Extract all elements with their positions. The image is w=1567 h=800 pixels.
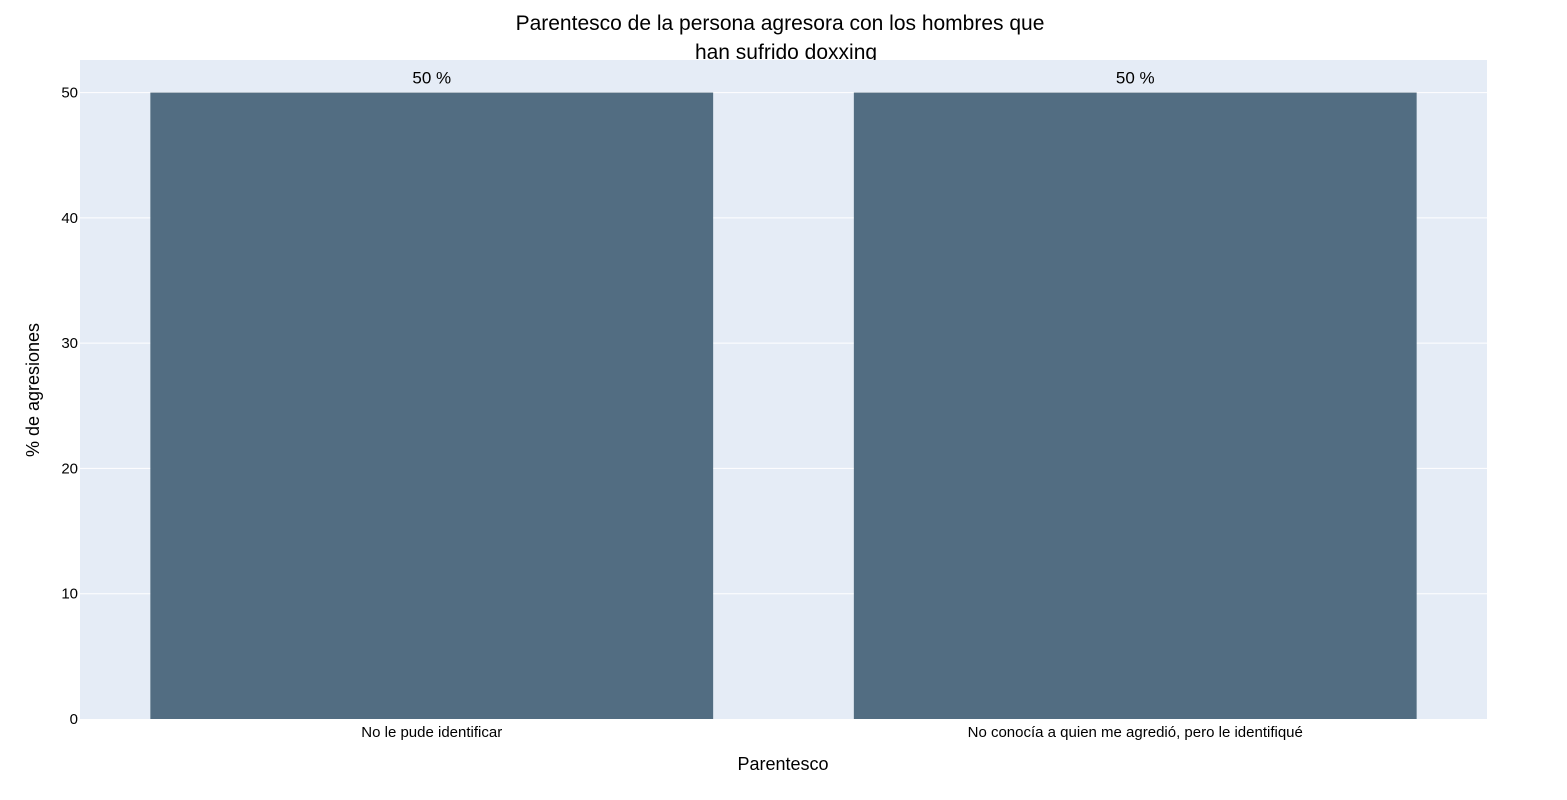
y-tick-label: 0 (70, 711, 78, 728)
bar-data-label: 50 % (412, 69, 451, 88)
chart-title-line-2: han sufrido doxxing (695, 41, 877, 64)
y-tick-label: 10 (61, 586, 78, 603)
bar-data-label: 50 % (1116, 69, 1155, 88)
y-tick-label: 30 (61, 335, 78, 352)
y-tick-label: 50 (61, 85, 78, 102)
bars (150, 92, 1417, 719)
x-axis-ticks: No le pude identificar No conocía a quien… (361, 724, 1303, 741)
x-axis-title: Parentesco (737, 754, 828, 774)
bar (853, 92, 1417, 719)
bar (150, 92, 714, 719)
y-tick-label: 40 (61, 210, 78, 227)
x-tick-label: No conocía a quien me agredió, pero le i… (968, 724, 1303, 741)
y-axis-title: % de agresiones (23, 323, 43, 457)
chart-title-line-1: Parentesco de la persona agresora con lo… (516, 12, 1045, 35)
y-tick-label: 20 (61, 460, 78, 477)
data-labels: 50 % 50 % (412, 69, 1154, 88)
x-tick-label: No le pude identificar (361, 724, 502, 741)
y-axis-ticks: 0 10 20 30 40 50 (61, 85, 78, 728)
